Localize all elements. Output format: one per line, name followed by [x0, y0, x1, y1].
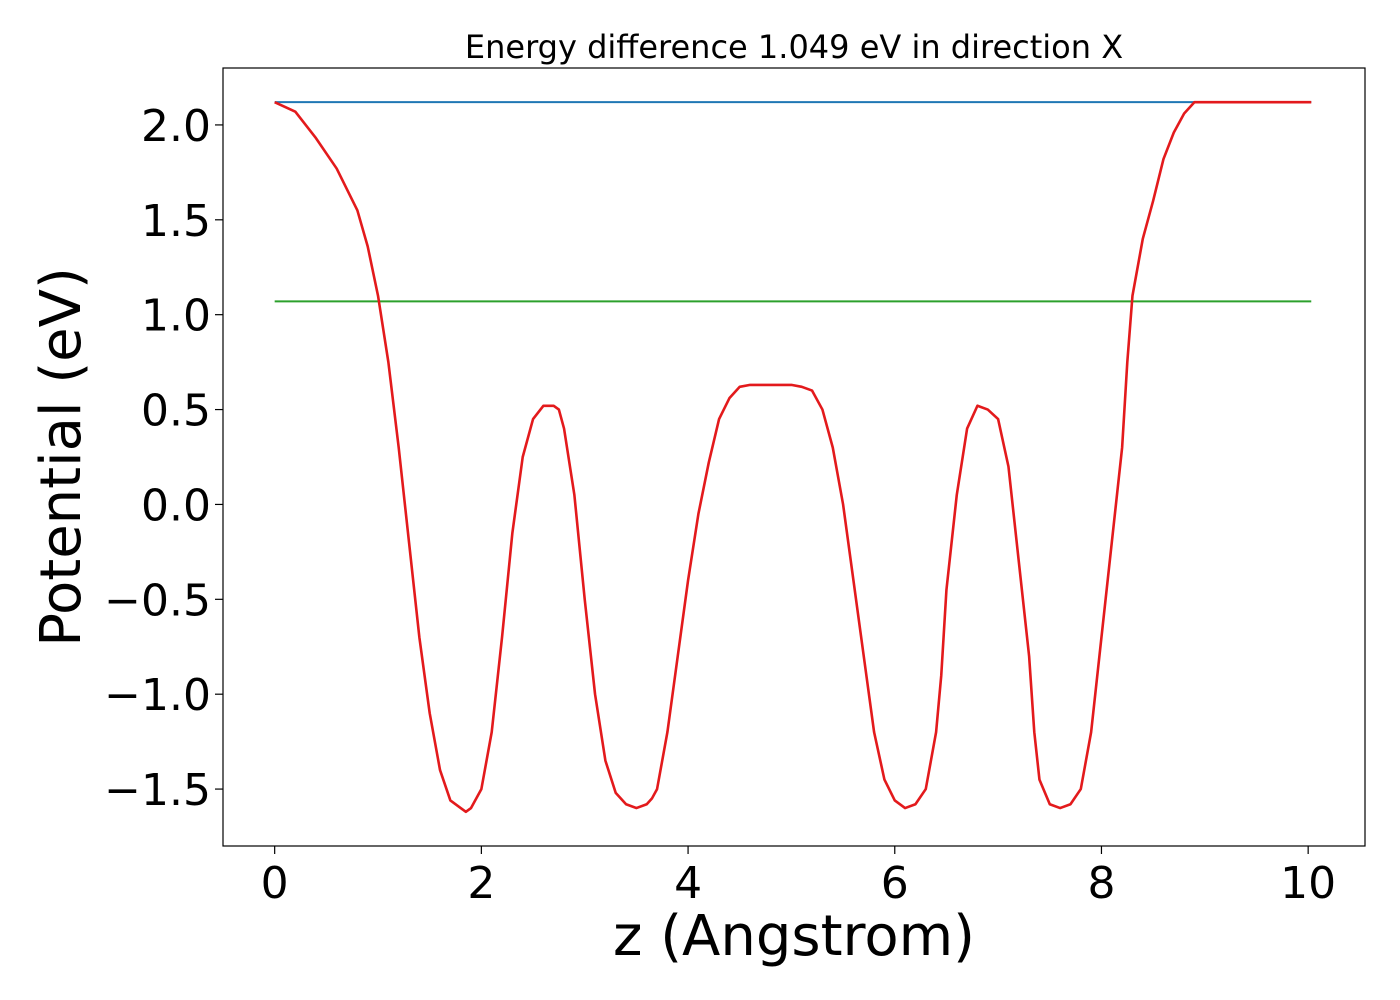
y-tick-label: 0.0 [141, 480, 211, 531]
y-tick-label: 1.5 [141, 196, 211, 247]
chart-title: Energy difference 1.049 eV in direction … [465, 28, 1123, 66]
x-tick-label: 0 [261, 858, 289, 909]
y-tick-label: −1.5 [104, 765, 211, 816]
y-tick-label: 0.5 [141, 386, 211, 437]
y-tick-label: −0.5 [104, 575, 211, 626]
y-axis-ticks: −1.5 −1.0 −0.5 0.0 0.5 1.0 1.5 2.0 [104, 101, 223, 816]
plot-frame [222, 67, 1366, 847]
y-tick-label: −1.0 [104, 670, 211, 721]
y-axis-label: Potential (eV) [29, 267, 94, 647]
x-tick-label: 6 [881, 858, 909, 909]
x-axis-ticks: 0 2 4 6 8 10 [261, 846, 1336, 909]
x-tick-label: 4 [674, 858, 702, 909]
x-axis-label: z (Angstrom) [613, 904, 975, 969]
y-tick-label: 1.0 [141, 291, 211, 342]
plot-lines [274, 100, 1312, 814]
x-tick-label: 2 [467, 858, 495, 909]
x-tick-label: 8 [1087, 858, 1115, 909]
x-tick-label: 10 [1280, 858, 1336, 909]
series-line-red [274, 100, 1312, 814]
y-tick-label: 2.0 [141, 101, 211, 152]
